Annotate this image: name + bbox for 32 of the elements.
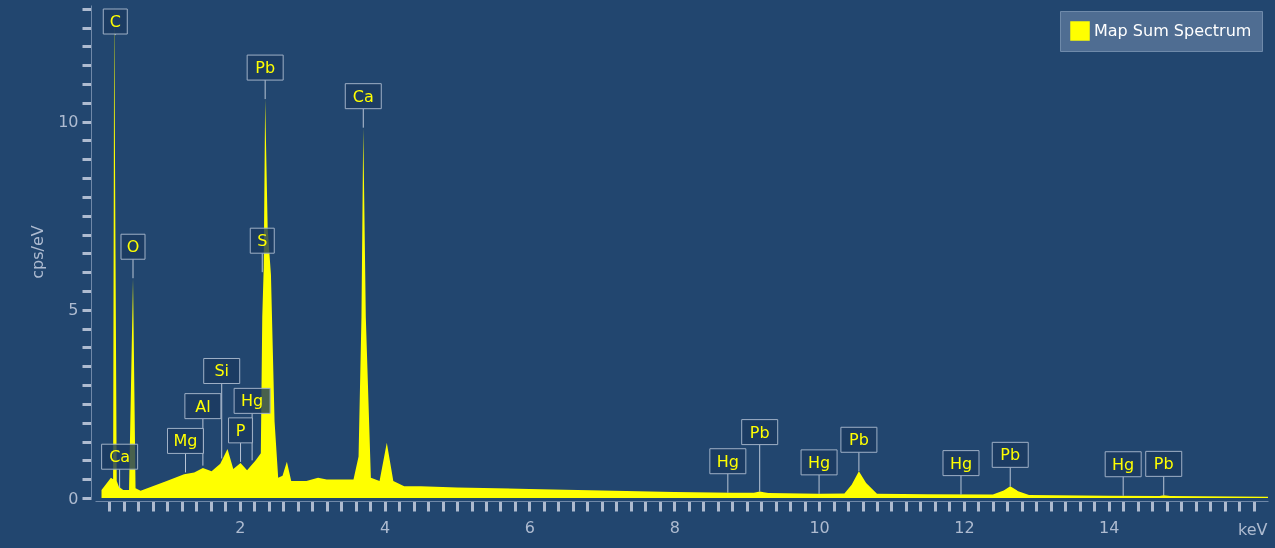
x-tick-label: 2 [235, 517, 246, 537]
x-tick-label: 8 [669, 517, 680, 537]
annotation: Hg [716, 451, 739, 471]
annotation: Hg [241, 391, 264, 411]
x-tick-label: 4 [380, 517, 391, 537]
annotation: Ca [109, 447, 131, 467]
annotation: S [257, 231, 268, 251]
x-tick-label: 6 [524, 517, 536, 537]
x-tick-label: 10 [809, 517, 830, 537]
annotation: Si [214, 361, 230, 381]
y-tick-label: 10 [58, 112, 79, 132]
x-axis-title: keV [1238, 519, 1268, 539]
annotation: O [126, 237, 140, 257]
annotation: Al [195, 396, 211, 416]
annotation: C [109, 12, 121, 31]
legend-label: Map Sum Spectrum [1094, 21, 1252, 40]
y-axis-title: cps/eV [28, 225, 48, 279]
x-tick-label: 14 [1099, 517, 1120, 537]
x-tick-label: 12 [954, 517, 975, 537]
annotation: Pb [848, 430, 869, 450]
annotation: Pb [1153, 454, 1174, 474]
annotation: Hg [807, 452, 831, 472]
y-tick-label: 5 [68, 300, 79, 320]
y-tick-label: 0 [68, 488, 79, 508]
annotation: Pb [255, 58, 276, 78]
annotation: Mg [173, 431, 198, 451]
annotation: Ca [352, 86, 374, 106]
annotation: Hg [949, 453, 973, 473]
annotation: Pb [1000, 445, 1021, 465]
annotation: Pb [749, 422, 770, 442]
annotation: Hg [1112, 454, 1135, 474]
annotation: P [235, 420, 246, 440]
